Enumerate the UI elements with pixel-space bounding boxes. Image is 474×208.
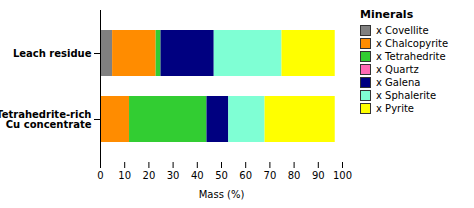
html-text:x Pyrite: x Pyrite <box>376 103 414 114</box>
svg-text:30: 30 <box>167 170 180 181</box>
svg-text:60: 60 <box>239 170 252 181</box>
svg-text:Leach residue: Leach residue <box>13 48 92 59</box>
html-text:x Galena: x Galena <box>376 77 421 88</box>
html-text:x Covellite: x Covellite <box>376 25 429 36</box>
svg-text:Mass (%): Mass (%) <box>199 189 245 200</box>
html-text:x Tetrahedrite: x Tetrahedrite <box>376 51 446 62</box>
svg-text:80: 80 <box>288 170 301 181</box>
svg-text:Tetrahedrite-richCu concentrat: Tetrahedrite-richCu concentrate <box>0 109 92 130</box>
svg-text:0: 0 <box>97 170 103 181</box>
svg-text:70: 70 <box>264 170 277 181</box>
svg-text:40: 40 <box>191 170 204 181</box>
html-text:x Chalcopyrite: x Chalcopyrite <box>376 38 449 49</box>
svg-text:90: 90 <box>312 170 325 181</box>
svg-text:20: 20 <box>143 170 156 181</box>
html-text:x Sphalerite: x Sphalerite <box>376 90 437 101</box>
svg-text:50: 50 <box>215 170 228 181</box>
html-text:Minerals: Minerals <box>360 8 414 21</box>
svg-text:100: 100 <box>333 170 352 181</box>
svg-text:10: 10 <box>118 170 131 181</box>
html-text:x Quartz: x Quartz <box>376 64 419 75</box>
